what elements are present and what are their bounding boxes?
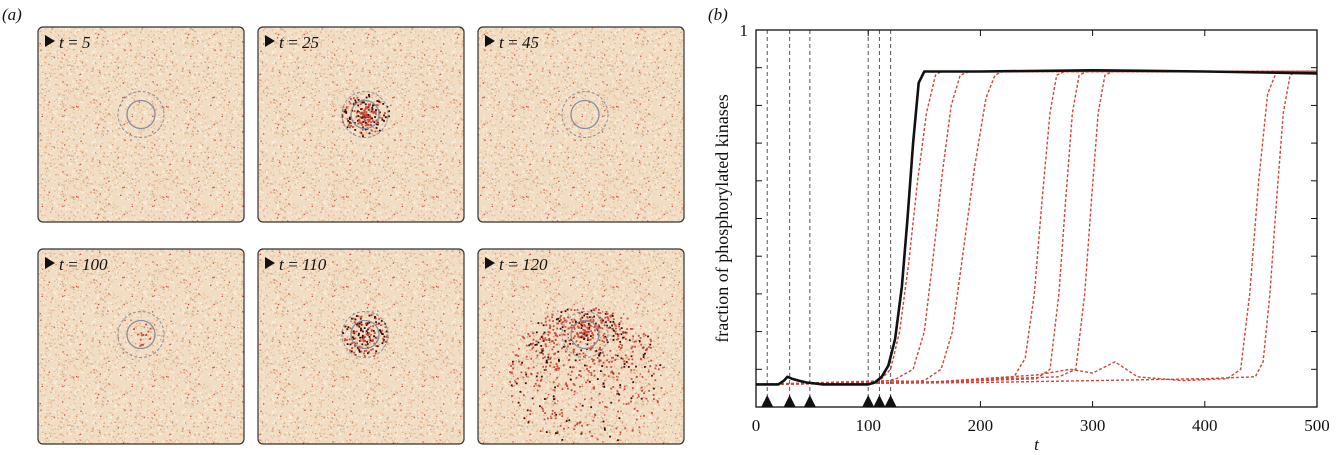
x-axis-label: t [1034,435,1040,454]
snapshot-time-label: t = 45 [499,33,539,52]
snapshot-label-group: t = 120 [485,255,548,274]
outer-ring [341,91,389,138]
play-triangle-icon [485,257,495,269]
inner-ring [570,319,600,350]
snapshot-label-group: t = 45 [485,33,539,52]
snapshot-grid: t = 5 t = 25 t = 45 t = 100 t = 110 t = 120 [37,26,685,445]
snapshot-label-group: t = 25 [265,33,319,52]
y-tick-label: 1 [740,21,749,40]
event-triangle-icon [873,395,886,407]
plot-frame [755,29,1318,408]
inner-ring [350,319,380,350]
series-line-dashed [755,70,1317,386]
play-triangle-icon [265,257,275,269]
snapshot-time-label: t = 120 [499,255,548,274]
snapshot-frame [37,26,245,223]
inner-cluster [133,323,152,347]
event-triangle-icon [803,395,816,407]
x-tick-label: 500 [1304,416,1330,435]
series-line-dashed [755,70,1317,386]
snapshot-time-label: t = 100 [59,255,108,274]
inner-ring [126,99,156,130]
snapshot-label-group: t = 110 [265,255,327,274]
event-markers [761,30,897,407]
snapshot-panel: t = 45 [477,26,685,223]
outer-ring [561,311,609,358]
snapshot-label-group: t = 5 [45,33,91,52]
event-triangle-icon [783,395,796,407]
event-triangle-icon [884,395,897,407]
snapshot-frame [477,26,685,223]
inner-cluster [355,103,378,127]
outer-ring [341,311,389,358]
inner-ring [126,319,156,350]
line-chart: 0 100 200 300 400 500 t 1 fraction of phosphoryl… [712,21,1330,454]
event-triangle-icon [761,395,774,407]
snapshot-frame [257,248,465,445]
x-tick-label: 0 [752,416,761,435]
inner-ring [350,99,380,130]
panel-b-label: (b) [708,5,728,24]
y-axis: 1 fraction of phosphorylated kinases [712,21,1317,370]
x-tick-label: 300 [1080,416,1106,435]
panel-a: (a) t = 5 t = 25 t = 45 t = 100 t = 110 t = 1… [2,5,685,445]
activity-cluster [509,307,663,442]
snapshot-panel: t = 110 [257,248,465,445]
series-line-dashed [755,70,1317,386]
snapshot-panel: t = 120 [477,248,685,445]
x-tick-label: 100 [855,416,881,435]
play-triangle-icon [265,35,275,47]
inner-ring [570,99,600,130]
series-line-dashed [755,70,1317,386]
series-line-dashed [755,70,1317,386]
panel-a-label: (a) [2,5,22,24]
snapshot-time-label: t = 25 [279,33,319,52]
play-triangle-icon [45,257,55,269]
series-line-dashed [755,70,1317,386]
series-line-dashed [755,70,1317,386]
snapshot-panel: t = 25 [257,26,465,223]
snapshot-label-group: t = 100 [45,255,108,274]
series-line-dashed [755,70,1317,386]
panel-b: (b) 0 100 200 300 400 500 t 1 fraction of phosph… [708,5,1330,454]
x-axis: 0 100 200 300 400 500 t [752,30,1330,454]
play-triangle-icon [45,35,55,47]
series-line-solid [756,69,1318,386]
x-tick-label: 200 [968,416,994,435]
y-axis-label: fraction of phosphorylated kinases [712,94,732,342]
series-group [755,69,1318,386]
snapshot-panel: t = 100 [37,248,245,445]
outer-ring [117,311,165,358]
snapshot-frame [477,248,685,445]
play-triangle-icon [485,35,495,47]
snapshot-time-label: t = 110 [279,255,327,274]
snapshot-time-label: t = 5 [59,33,91,52]
snapshot-panel: t = 5 [37,26,245,223]
outer-ring [561,91,609,138]
outer-ring [117,91,165,138]
x-tick-label: 400 [1192,416,1218,435]
